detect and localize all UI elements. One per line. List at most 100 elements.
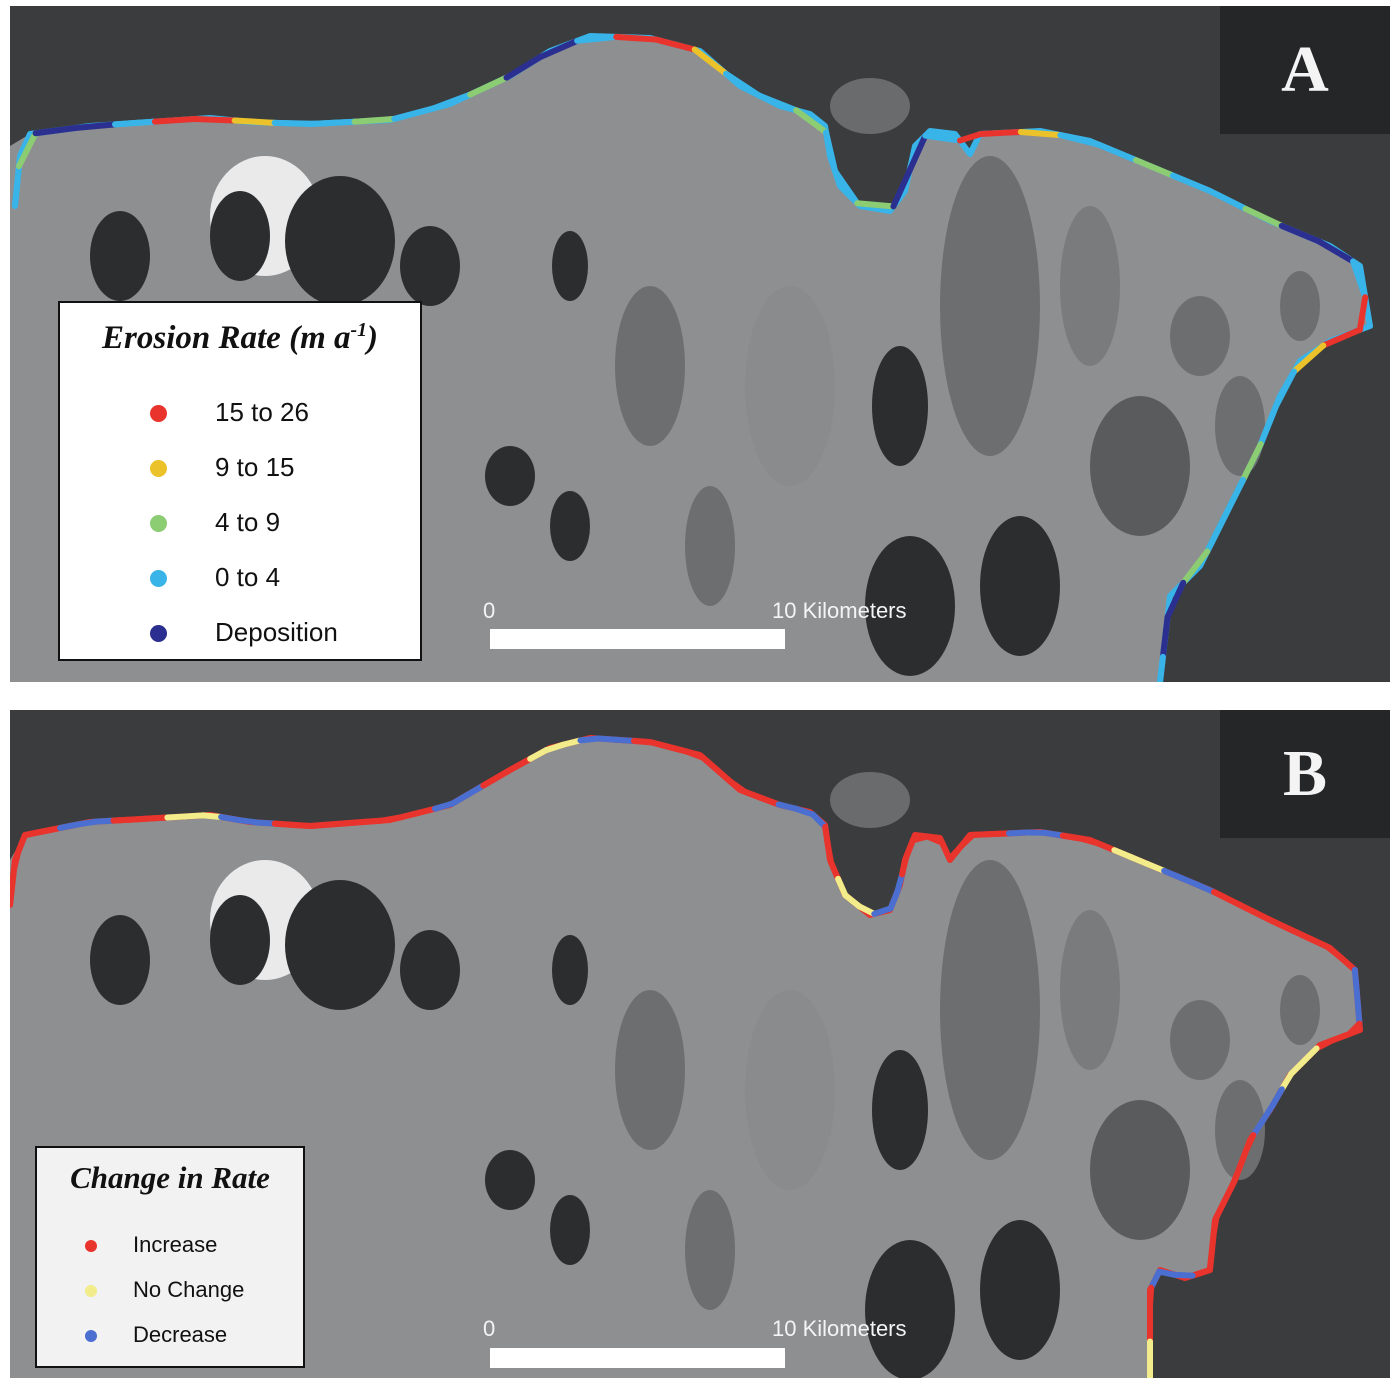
coastline-segment	[906, 132, 929, 174]
thaw-lake	[550, 1195, 590, 1265]
coastline-segment	[854, 200, 897, 210]
thaw-lake	[1170, 296, 1230, 376]
coastline-segment	[1204, 512, 1229, 555]
coastline-segment	[1159, 614, 1171, 660]
thaw-lake	[865, 1240, 955, 1378]
legend-item-15-to-26: 15 to 26	[60, 393, 420, 433]
coastline-segment	[1320, 326, 1363, 349]
coastline-segment	[1169, 172, 1213, 194]
offshore-island	[830, 772, 910, 828]
thaw-lake	[1280, 271, 1320, 341]
coastline-segment	[1240, 441, 1264, 483]
coastline-segment	[653, 36, 698, 53]
coastline-segment	[1017, 128, 1064, 139]
coastline-segment	[537, 37, 581, 60]
coastline-segment	[793, 107, 830, 136]
coastline-segment	[12, 163, 22, 209]
coastline-segment	[1278, 222, 1322, 245]
legend-label: 0 to 4	[215, 562, 281, 592]
legend-swatch	[150, 570, 167, 587]
thaw-lake	[980, 1220, 1060, 1360]
legend-swatch	[85, 1330, 97, 1342]
change-in-rate-legend: Change in Rate Increase No Change Decrea…	[35, 1146, 305, 1368]
coastline-segment	[956, 130, 984, 144]
coastline-segment	[1350, 258, 1369, 301]
thaw-lake	[1060, 910, 1120, 1070]
legend-swatch	[150, 405, 167, 422]
legend-label: 15 to 26	[215, 397, 309, 427]
coastline-segment	[503, 53, 544, 81]
legend-label: Increase	[133, 1232, 218, 1257]
coastline-map	[10, 735, 1363, 1378]
coastline-segment	[1291, 342, 1327, 375]
coastline-segment	[231, 117, 278, 126]
coastline-segment	[1180, 548, 1211, 586]
coastline-segment	[151, 116, 198, 125]
thaw-lake	[1090, 396, 1190, 536]
thaw-lake	[90, 915, 150, 1005]
coastline-segment	[1132, 157, 1176, 179]
coastline-segment	[823, 129, 839, 175]
thaw-lake	[980, 516, 1060, 656]
coastline-segment	[691, 46, 730, 77]
legend-swatch	[85, 1240, 97, 1252]
coastline-segment	[1353, 984, 1361, 1009]
thaw-lake	[550, 491, 590, 561]
coastline-segment	[574, 33, 620, 44]
legend-label: 4 to 9	[215, 507, 281, 537]
coastline-segment	[613, 33, 660, 43]
legend-label: Decrease	[133, 1322, 228, 1347]
thaw-lake	[745, 286, 835, 486]
thaw-lake	[1215, 1080, 1265, 1180]
thaw-lake	[400, 226, 460, 306]
coastline-segment	[756, 92, 800, 114]
thaw-lake	[1060, 206, 1120, 366]
legend-item-increase: Increase	[37, 1228, 303, 1268]
coastline-segment	[1356, 294, 1369, 333]
thaw-lake	[400, 930, 460, 1010]
erosion-rate-legend: Erosion Rate (m a-1) 15 to 26 9 to 15 4 …	[58, 301, 422, 661]
coastline-segment	[1272, 368, 1298, 410]
coastline-segment	[111, 118, 158, 128]
legend-item-deposition: Deposition	[60, 613, 420, 653]
thaw-lake	[685, 486, 735, 606]
thaw-lake	[685, 1190, 735, 1310]
legend-label: 9 to 15	[215, 452, 295, 482]
coastline-segment	[351, 115, 398, 125]
thaw-lake	[940, 860, 1040, 1160]
coastline-segment	[1157, 653, 1166, 682]
thaw-lake	[865, 536, 955, 676]
legend-swatch	[85, 1285, 97, 1297]
coastline-segment	[832, 168, 861, 207]
legend-swatch	[150, 625, 167, 642]
thaw-lake	[485, 446, 535, 506]
coastline-segment	[311, 118, 358, 127]
coastline-segment	[890, 167, 913, 210]
thaw-lake	[615, 990, 685, 1150]
thaw-lake	[210, 895, 270, 985]
legend-item-decrease: Decrease	[37, 1318, 303, 1358]
coastline-segment	[977, 128, 1024, 137]
thaw-lake	[1215, 376, 1265, 476]
legend-item-0-to-4: 0 to 4	[60, 558, 420, 598]
thaw-lake	[485, 1150, 535, 1210]
coastline-segment	[922, 132, 963, 144]
coastline-segment	[429, 91, 474, 112]
thaw-lake	[1170, 1000, 1230, 1080]
coastline-segment	[1242, 205, 1285, 229]
coastline-segment	[72, 121, 118, 131]
coastline-segment	[191, 116, 238, 124]
scale-bar	[490, 629, 785, 649]
coastline-segment	[1257, 403, 1279, 448]
thaw-lake	[615, 286, 685, 446]
legend-swatch	[150, 460, 167, 477]
legend-label: Deposition	[215, 617, 338, 647]
coastline-segment	[15, 130, 39, 170]
legend-title: Erosion Rate (m a-1)	[102, 319, 378, 356]
coastline-segment	[1206, 187, 1249, 212]
thaw-lake	[1090, 1100, 1190, 1240]
thaw-lake	[872, 346, 928, 466]
thaw-lake	[552, 935, 588, 1005]
coastline-segment	[32, 124, 79, 137]
coastline-segment	[391, 105, 436, 122]
